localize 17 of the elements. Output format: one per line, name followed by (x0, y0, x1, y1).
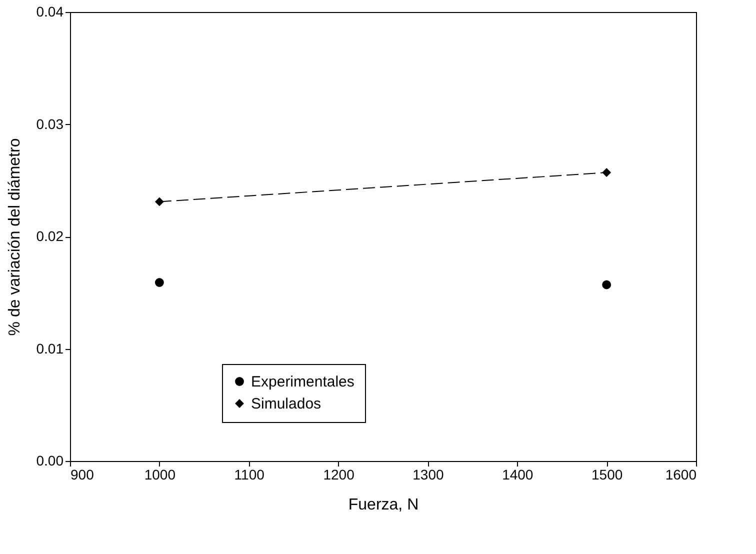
x-tick-label: 1400 (502, 466, 534, 482)
y-tick-label: 0.01 (36, 340, 64, 356)
legend-label: Simulados (251, 396, 322, 412)
x-tick-label: 1000 (144, 466, 176, 482)
x-tick-label: 1100 (234, 466, 265, 482)
y-tick-label: 0.02 (36, 228, 64, 244)
legend-label: Experimentales (251, 374, 354, 390)
x-tick-label: 1500 (591, 466, 623, 482)
y-tick-label: 0.03 (36, 116, 64, 132)
y-tick-label: 0.04 (36, 4, 64, 20)
x-axis-title: Fuerza, N (348, 496, 419, 514)
x-tick-label: 900 (70, 466, 94, 482)
x-tick-label: 1600 (665, 466, 697, 482)
y-axis-title: % de variación del diámetro (6, 138, 24, 336)
x-tick-label: 1200 (323, 466, 355, 482)
y-tick-label: 0.00 (36, 452, 64, 468)
x-tick-label: 1300 (412, 466, 444, 482)
